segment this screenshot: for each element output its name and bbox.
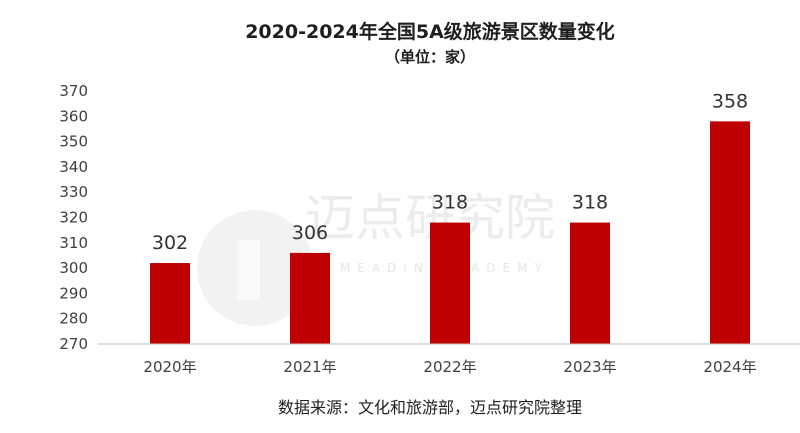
y-tick-label: 280 xyxy=(59,310,88,328)
x-tick-label: 2024年 xyxy=(703,358,756,376)
data-label: 302 xyxy=(152,232,188,254)
chart-subtitle: （单位：家） xyxy=(385,48,475,66)
data-label: 318 xyxy=(572,192,608,214)
chart-title: 2020-2024年全国5A级旅游景区数量变化 xyxy=(245,20,615,43)
watermark: 迈点研究院 MEADIN ACADEMY xyxy=(197,189,555,326)
x-axis: 2020年 2021年 2022年 2023年 2024年 xyxy=(143,358,756,376)
bar xyxy=(150,263,190,344)
data-labels: 302 306 318 318 358 xyxy=(152,90,748,254)
y-tick-label: 350 xyxy=(59,133,88,151)
y-tick-label: 290 xyxy=(59,284,88,302)
x-tick-label: 2020年 xyxy=(143,358,196,376)
bar xyxy=(430,222,470,344)
y-tick-label: 340 xyxy=(59,158,88,176)
data-label: 306 xyxy=(292,222,328,244)
y-axis: 270 280 290 300 310 320 330 340 350 360 370 xyxy=(59,82,88,353)
bars xyxy=(150,121,750,344)
y-tick-label: 330 xyxy=(59,183,88,201)
y-tick-label: 370 xyxy=(59,82,88,100)
x-tick-label: 2021年 xyxy=(283,358,336,376)
y-tick-label: 300 xyxy=(59,259,88,277)
data-label: 358 xyxy=(712,90,748,112)
bar xyxy=(710,121,750,344)
y-tick-label: 270 xyxy=(59,335,88,353)
y-tick-label: 310 xyxy=(59,234,88,252)
y-tick-label: 360 xyxy=(59,107,88,125)
x-tick-label: 2023年 xyxy=(563,358,616,376)
watermark-logo-tower-icon xyxy=(238,240,260,300)
source-note: 数据来源：文化和旅游部，迈点研究院整理 xyxy=(278,398,582,417)
bar xyxy=(290,252,330,344)
y-tick-label: 320 xyxy=(59,209,88,227)
data-label: 318 xyxy=(432,192,468,214)
bar xyxy=(570,222,610,344)
x-tick-label: 2022年 xyxy=(423,358,476,376)
